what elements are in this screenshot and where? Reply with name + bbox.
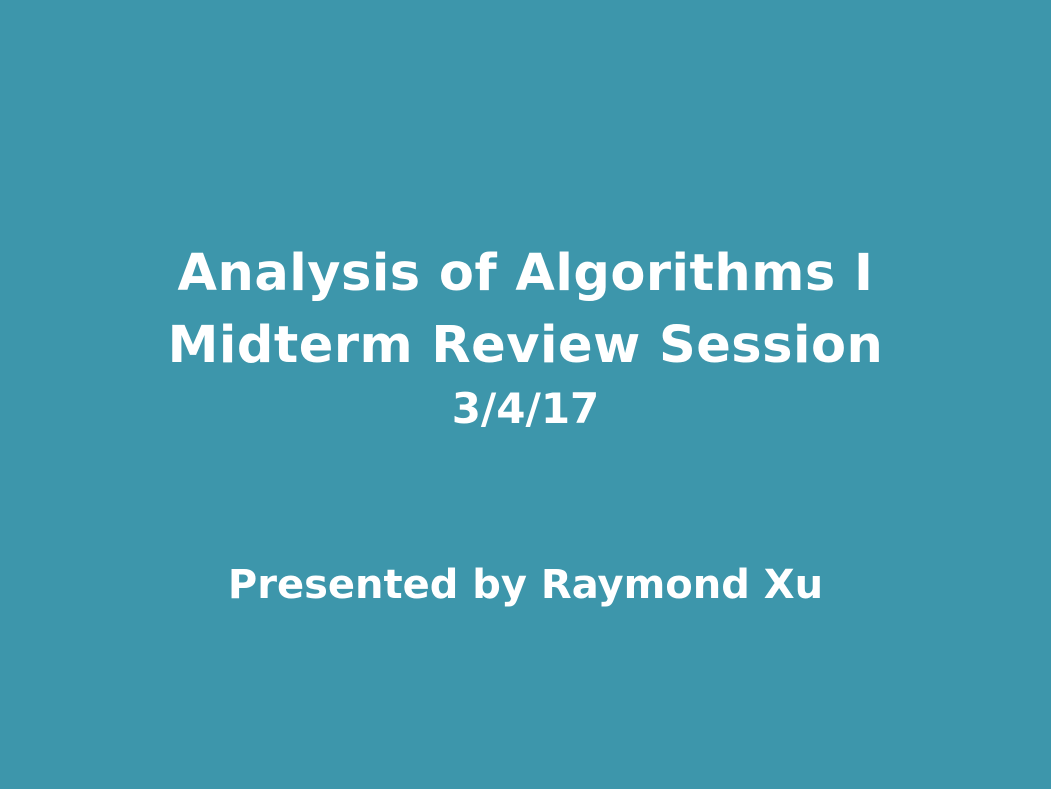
session-date: 3/4/17 — [451, 384, 600, 433]
title-line-2: Midterm Review Session — [167, 316, 884, 375]
presenter-line: Presented by Raymond Xu — [227, 562, 824, 608]
title-block: Analysis of Algorithms I Midterm Review … — [0, 238, 1051, 438]
title-line-1: Analysis of Algorithms I — [177, 244, 874, 303]
